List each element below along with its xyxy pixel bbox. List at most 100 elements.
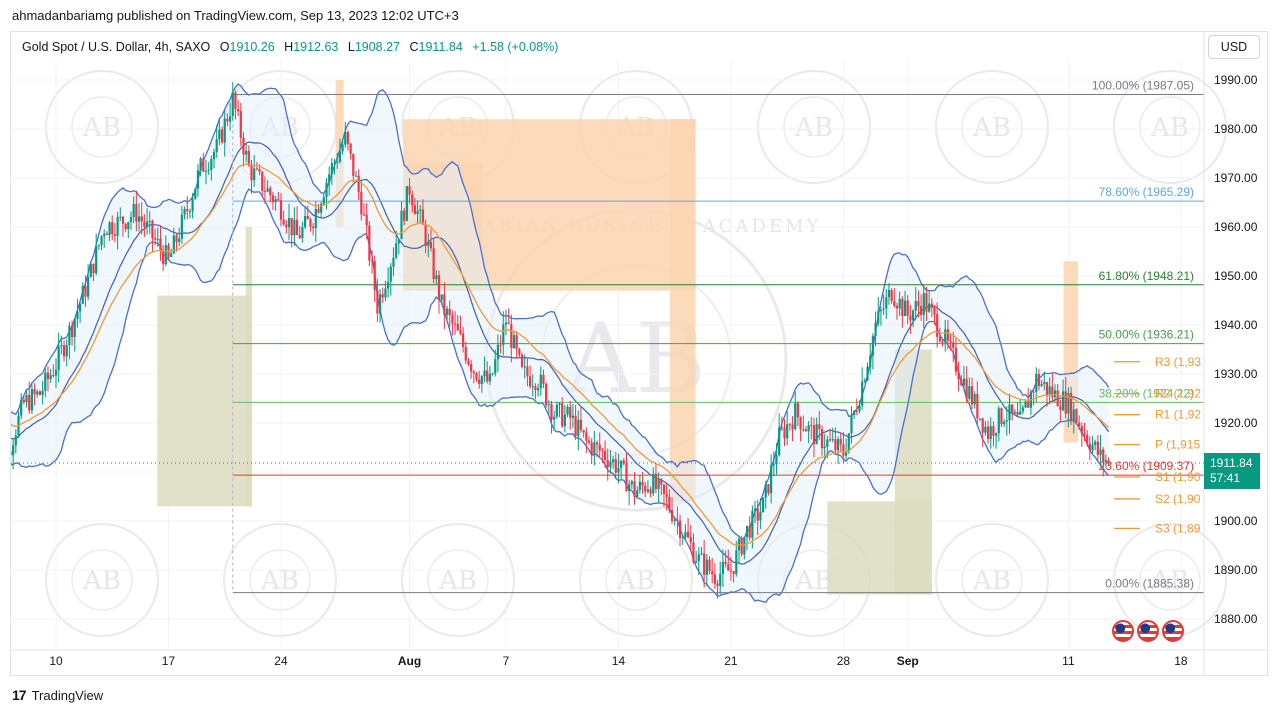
watermark-circle: [935, 523, 1049, 637]
candle-body: [855, 411, 858, 413]
candle-body: [550, 404, 553, 420]
candle-body: [828, 439, 832, 441]
publish-info: ahmadanbariamg published on TradingView.…: [12, 8, 459, 23]
candle-body: [609, 462, 612, 468]
candle-body: [780, 427, 783, 429]
candle-body: [874, 322, 877, 337]
watermark-initials: AB: [972, 566, 1011, 596]
candle-body: [518, 349, 521, 355]
candle-body: [879, 309, 883, 312]
fib-level-label: 23.60% (1909.37): [1099, 459, 1194, 473]
candle-body: [1072, 409, 1075, 421]
candle-body: [156, 238, 159, 240]
x-tick-label: Aug: [398, 654, 421, 668]
candle-body: [628, 484, 631, 492]
pivot-label: S2 (1,90: [1155, 492, 1201, 506]
candle-body: [100, 236, 103, 246]
candle-body: [638, 481, 641, 491]
candle-body: [579, 419, 583, 431]
watermark-circle: [605, 549, 667, 611]
candle-body: [1021, 407, 1024, 412]
candle-body: [30, 389, 33, 411]
candle-body: [719, 573, 722, 586]
candle-body: [603, 450, 607, 460]
y-tick-label: 1980.00: [1214, 122, 1258, 136]
us-flag-icon[interactable]: [1137, 620, 1159, 642]
candle-body: [119, 216, 122, 218]
bollinger-lower: [11, 188, 1110, 604]
candle-body: [716, 583, 719, 586]
candle-body: [748, 525, 751, 538]
candle-body: [437, 275, 441, 301]
candle-body: [534, 386, 537, 391]
candle-body: [95, 245, 98, 274]
candle-body: [76, 311, 79, 320]
candle-body: [496, 344, 500, 360]
candle-body: [462, 333, 465, 347]
candle-body: [553, 416, 556, 420]
candle-body: [188, 211, 192, 213]
watermark-circle: [45, 523, 159, 637]
fib-level-label: 50.00% (1936.21): [1099, 328, 1194, 342]
candle-body: [333, 162, 336, 164]
y-tick-label: 1930.00: [1214, 367, 1258, 381]
fib-level-label: 100.00% (1987.05): [1092, 78, 1194, 92]
candle-body: [920, 305, 923, 315]
candle-body: [882, 308, 885, 310]
candle-body: [1083, 433, 1086, 435]
watermark-circle: [579, 523, 693, 637]
y-tick-label: 1960.00: [1214, 220, 1258, 234]
chart-frame[interactable]: [10, 31, 1268, 676]
candle-body: [577, 419, 580, 437]
tradingview-logo[interactable]: 17 TradingView: [12, 687, 103, 703]
candle-body: [470, 363, 473, 372]
candle-body: [788, 424, 791, 426]
candle-body: [306, 216, 309, 220]
y-tick-label: 1950.00: [1214, 269, 1258, 283]
currency-button[interactable]: USD: [1208, 35, 1260, 59]
candle-body: [143, 221, 146, 227]
candle-body: [729, 570, 733, 572]
candle-body: [207, 169, 210, 171]
candle-body: [1091, 444, 1094, 451]
candle-body: [713, 574, 716, 584]
candle-body: [957, 371, 960, 380]
candle-body: [670, 509, 674, 521]
candle-body: [893, 301, 896, 306]
candle-body: [836, 439, 840, 451]
us-flag-icon[interactable]: [1112, 620, 1134, 642]
candle-body: [387, 281, 390, 289]
candle-body: [1064, 391, 1067, 414]
candle-body: [954, 347, 958, 372]
axes: 1880.001890.001900.001910.001920.001930.…: [11, 31, 1268, 676]
candle-body: [210, 158, 213, 170]
candle-body: [708, 559, 711, 572]
candle-body: [775, 454, 778, 465]
candle-body: [611, 459, 615, 463]
candle-body: [936, 314, 939, 337]
candle-body: [242, 137, 245, 155]
candle-body: [440, 294, 443, 301]
candle-body: [338, 151, 342, 162]
candle-body: [791, 424, 794, 430]
candle-body: [981, 418, 984, 433]
candle-body: [467, 360, 470, 364]
candle-body: [194, 188, 197, 199]
candle-body: [22, 399, 25, 403]
candle-body: [989, 426, 992, 440]
candle-body: [49, 375, 52, 380]
candle-body: [70, 325, 74, 338]
candle-body: [269, 188, 272, 196]
candle-body: [834, 439, 837, 451]
economic-events[interactable]: [1112, 620, 1184, 642]
candle-body: [397, 239, 400, 244]
candle-body: [625, 463, 628, 492]
candle-body: [606, 459, 609, 468]
candle-body: [537, 388, 540, 391]
candle-body: [413, 205, 416, 215]
watermark-circle: [427, 549, 489, 611]
candle-body: [258, 169, 261, 172]
us-flag-icon[interactable]: [1162, 620, 1184, 642]
low-value: 1908.27: [354, 40, 401, 54]
